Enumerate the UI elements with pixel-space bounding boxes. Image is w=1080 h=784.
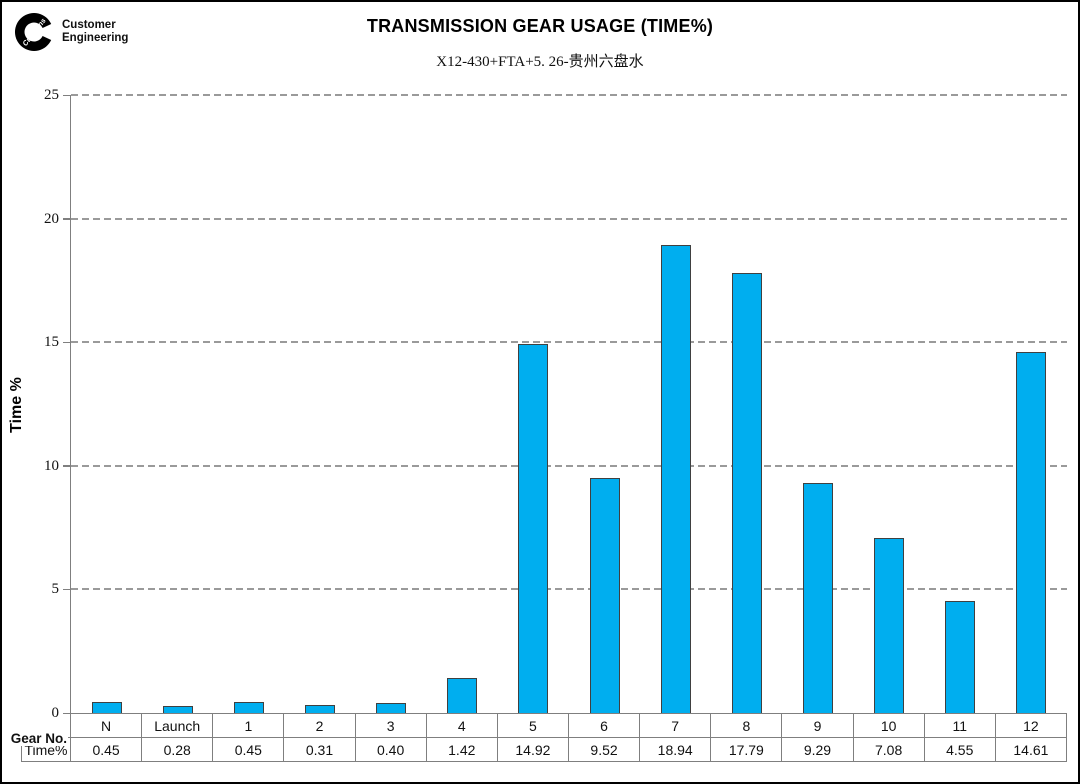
bar-3 <box>376 703 407 713</box>
bar-column-10 <box>854 95 925 713</box>
bar-column-12 <box>996 95 1067 713</box>
y-tick-15 <box>63 341 71 344</box>
logo-text: Customer Engineering <box>62 19 128 45</box>
y-tick-0 <box>63 712 71 714</box>
gear-header-cell-3: 3 <box>354 713 427 738</box>
y-tick-5 <box>63 588 71 591</box>
time-value-cell-N: 0.45 <box>69 737 143 762</box>
logo-line1: Customer <box>62 19 116 31</box>
time-value-cell-8: 17.79 <box>710 737 783 762</box>
time-value-cell-12: 14.61 <box>994 737 1068 762</box>
y-axis-title: Time % <box>4 95 30 714</box>
gear-header-cell-4: 4 <box>425 713 498 738</box>
plot-area: 0 5 10 15 20 25 <box>44 87 1067 721</box>
gear-header-cell-12: 12 <box>994 713 1068 738</box>
gear-header-cell-Launch: Launch <box>141 713 214 738</box>
bar-column-6 <box>569 95 640 713</box>
bar-7 <box>660 244 691 713</box>
y-tick-10 <box>63 465 71 467</box>
bar-8 <box>731 273 762 713</box>
time-value-cell-6: 9.52 <box>567 737 641 762</box>
time-value-cell-4: 1.42 <box>425 737 498 762</box>
time-value-cell-11: 4.55 <box>923 737 996 762</box>
bar-column-4 <box>427 95 498 713</box>
gridline-25 <box>71 94 1067 96</box>
time-value-cell-10: 7.08 <box>852 737 925 762</box>
bar-column-N <box>71 95 142 713</box>
y-tick-label-25: 25 <box>44 87 59 103</box>
y-tick-label-15: 15 <box>44 334 59 351</box>
x-axis-title: Gear No. <box>9 731 68 746</box>
gridline-15 <box>71 341 1067 344</box>
y-tick-25 <box>63 94 71 96</box>
gear-header-cell-11: 11 <box>923 713 996 738</box>
bar-1 <box>233 701 264 713</box>
gridline-10 <box>71 464 1067 467</box>
gear-header-cell-7: 7 <box>639 713 712 738</box>
gridline-20 <box>71 217 1067 220</box>
bar-6 <box>589 477 620 713</box>
cummins-c-icon: Cummins <box>14 13 52 52</box>
bar-column-5 <box>498 95 569 713</box>
bar-9 <box>802 483 833 713</box>
bar-column-Launch <box>142 95 213 713</box>
cummins-logo: Cummins Customer Engineering <box>14 11 128 53</box>
time-value-cell-Launch: 0.28 <box>141 737 214 762</box>
gear-header-cell-8: 8 <box>710 713 783 738</box>
gear-header-cell-10: 10 <box>852 713 925 738</box>
bar-2 <box>304 705 335 713</box>
time-value-cell-5: 14.92 <box>496 737 569 762</box>
y-tick-label-5: 5 <box>51 581 60 598</box>
bar-Launch <box>162 706 193 713</box>
bars-container <box>71 95 1067 713</box>
bar-column-8 <box>711 95 782 713</box>
bar-11 <box>945 600 976 713</box>
chart-title: TRANSMISSION GEAR USAGE (TIME%) <box>366 16 714 36</box>
gear-header-cell-9: 9 <box>781 713 854 738</box>
bar-column-7 <box>640 95 711 713</box>
chart-subtitle: X12-430+FTA+5. 26-贵州六盘水 <box>436 54 644 70</box>
bar-12 <box>1016 351 1047 713</box>
bar-column-9 <box>782 95 853 713</box>
bar-column-11 <box>925 95 996 713</box>
table-corner-cell: Gear No. <box>9 714 71 746</box>
gear-header-cell-1: 1 <box>212 713 285 738</box>
bar-column-2 <box>284 95 355 713</box>
gear-header-cell-5: 5 <box>496 713 569 738</box>
gear-header-cell-N: N <box>69 713 143 738</box>
bar-10 <box>874 537 905 713</box>
bar-N <box>91 701 122 713</box>
bar-column-3 <box>356 95 427 713</box>
gear-header-cell-2: 2 <box>283 713 356 738</box>
gear-header-cell-6: 6 <box>567 713 641 738</box>
y-tick-label-10: 10 <box>44 457 59 474</box>
y-tick-label-0: 0 <box>51 705 60 721</box>
logo-line2: Engineering <box>62 32 129 44</box>
bar-column-1 <box>213 95 284 713</box>
time-value-cell-2: 0.31 <box>283 737 356 762</box>
y-axis-title-text: Time % <box>8 376 26 433</box>
time-value-cell-9: 9.29 <box>781 737 854 762</box>
y-tick-20 <box>63 218 71 220</box>
time-value-cell-1: 0.45 <box>212 737 285 762</box>
y-tick-label-20: 20 <box>44 210 59 227</box>
time-value-cell-7: 18.94 <box>639 737 712 762</box>
time-value-cell-3: 0.40 <box>354 737 427 762</box>
gridline-5 <box>71 588 1067 591</box>
bar-5 <box>518 344 549 713</box>
bar-4 <box>447 677 478 713</box>
data-table: Gear No. N Launch 1 2 3 4 5 6 7 8 9 10 11 12 Time% 0.45 0… <box>9 713 1068 762</box>
